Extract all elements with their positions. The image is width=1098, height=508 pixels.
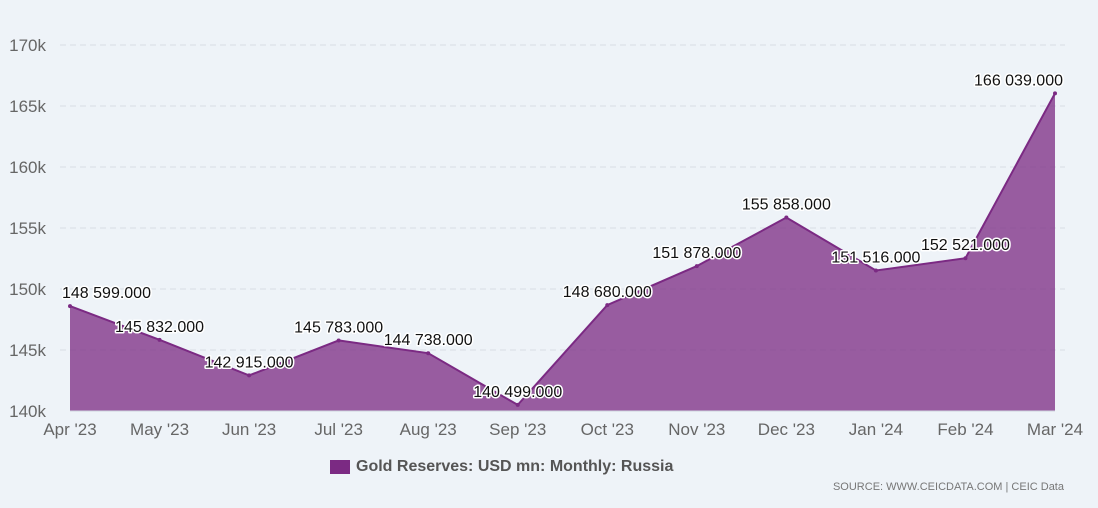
data-point — [873, 268, 878, 273]
series-line — [69, 92, 1056, 407]
series-area — [70, 93, 1055, 411]
data-point — [605, 303, 610, 308]
x-tick-label: Apr '23 — [43, 420, 96, 439]
y-tick-label: 155k — [9, 219, 46, 238]
data-labels: 148 599.000 145 832.000 142 915.000 145 783… — [61, 71, 1065, 403]
data-label: 155 858.000 — [742, 197, 831, 214]
data-label: 151 516.000 — [831, 250, 920, 267]
x-tick-label: Jun '23 — [222, 420, 276, 439]
y-tick-label: 140k — [9, 402, 46, 421]
source-credit[interactable]: SOURCE: WWW.CEICDATA.COM | CEIC Data — [832, 481, 1064, 493]
data-label: 152 521.000 — [921, 237, 1010, 254]
x-tick-label: Nov '23 — [668, 420, 725, 439]
data-point — [426, 351, 431, 356]
y-tick-label: 145k — [9, 341, 46, 360]
data-point — [336, 338, 341, 343]
data-point — [1053, 91, 1057, 96]
data-label: 142 915.000 — [205, 354, 294, 371]
data-point — [68, 304, 72, 309]
data-point — [784, 215, 789, 220]
legend[interactable]: Gold Reserves: USD mn: Monthly: Russia — [330, 458, 673, 476]
x-tick-label: Sep '23 — [489, 420, 546, 439]
x-tick-label: Jul '23 — [314, 420, 363, 439]
series-area-group — [68, 91, 1057, 411]
data-point — [963, 256, 968, 261]
y-axis: 140k 145k 150k 155k 160k 165k 170k — [9, 36, 46, 421]
x-tick-label: Oct '23 — [581, 420, 634, 439]
x-tick-label: May '23 — [130, 420, 189, 439]
data-label: 145 832.000 — [115, 319, 204, 336]
data-label: 140 499.000 — [473, 384, 562, 401]
data-label: 151 878.000 — [652, 245, 741, 262]
data-label: 166 039.000 — [974, 72, 1063, 89]
x-axis: Apr '23 May '23 Jun '23 Jul '23 Aug '23 Sep '… — [43, 410, 1083, 439]
data-point — [247, 373, 252, 378]
x-tick-label: Jan '24 — [849, 420, 903, 439]
data-label: 148 680.000 — [563, 284, 652, 301]
grid-lines — [60, 44, 1065, 351]
x-tick-label: Dec '23 — [758, 420, 815, 439]
y-tick-label: 170k — [9, 36, 46, 55]
legend-label: Gold Reserves: USD mn: Monthly: Russia — [356, 458, 674, 475]
data-label: 145 783.000 — [294, 319, 383, 336]
x-tick-label: Feb '24 — [937, 420, 993, 439]
y-tick-label: 165k — [9, 97, 46, 116]
y-tick-label: 160k — [9, 158, 46, 177]
data-point — [157, 337, 162, 342]
x-tick-label: Aug '23 — [400, 420, 457, 439]
data-label: 144 738.000 — [384, 332, 473, 349]
x-tick-label: Mar '24 — [1027, 420, 1083, 439]
legend-swatch — [330, 460, 350, 474]
data-point — [694, 264, 699, 269]
data-label: 148 599.000 — [62, 285, 151, 302]
y-tick-label: 150k — [9, 280, 46, 299]
data-point — [515, 402, 520, 407]
